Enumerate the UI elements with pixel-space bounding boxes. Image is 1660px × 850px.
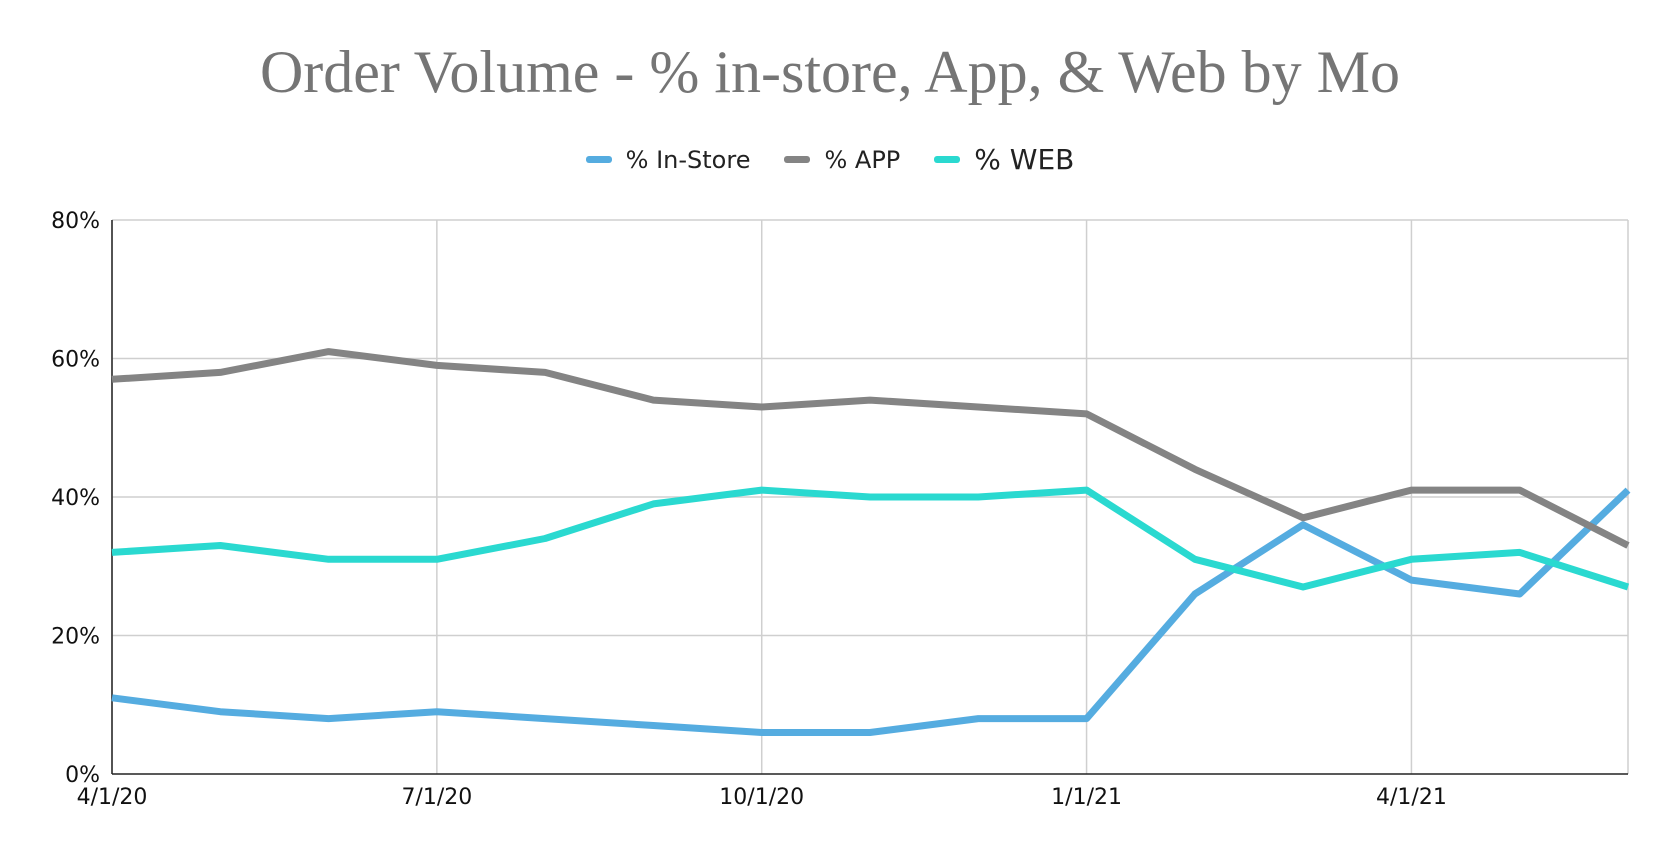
- chart-legend: % In-Store % APP % WEB: [0, 143, 1660, 176]
- series-lines: [111, 348, 1631, 736]
- legend-swatch-in-store: [585, 156, 612, 163]
- x-tick-label: 10/1/20: [719, 785, 804, 810]
- legend-item-app: % APP: [784, 146, 900, 174]
- legend-swatch-app: [784, 156, 811, 163]
- y-tick-label: 80%: [51, 209, 100, 234]
- legend-swatch-web: [934, 156, 961, 163]
- legend-label-app: % APP: [824, 145, 901, 174]
- y-axis-ticks: 0% 20% 40% 60% 80%: [51, 209, 100, 788]
- x-axis-ticks: 4/1/20 7/1/20 10/1/20 1/1/21 4/1/21: [77, 785, 1447, 810]
- y-tick-label: 40%: [51, 486, 100, 511]
- y-tick-label: 20%: [51, 625, 100, 650]
- legend-label-in-store: % In-Store: [625, 145, 751, 174]
- legend-item-in-store: % In-Store: [585, 145, 751, 174]
- legend-label-web: % WEB: [974, 143, 1075, 176]
- series-line-in-store: [111, 487, 1631, 736]
- y-tick-label: 0%: [65, 763, 100, 788]
- y-tick-label: 60%: [51, 348, 100, 373]
- series-line-web: [111, 486, 1630, 591]
- x-tick-label: 1/1/21: [1051, 785, 1122, 810]
- series-line-app: [111, 348, 1630, 549]
- x-tick-label: 7/1/20: [401, 785, 472, 810]
- x-tick-label: 4/1/20: [77, 785, 148, 810]
- legend-item-web: % WEB: [934, 143, 1074, 176]
- axes: [111, 220, 1628, 775]
- x-tick-label: 4/1/21: [1376, 785, 1447, 810]
- chart-title: Order Volume - % in-store, App, & Web by…: [259, 39, 1401, 105]
